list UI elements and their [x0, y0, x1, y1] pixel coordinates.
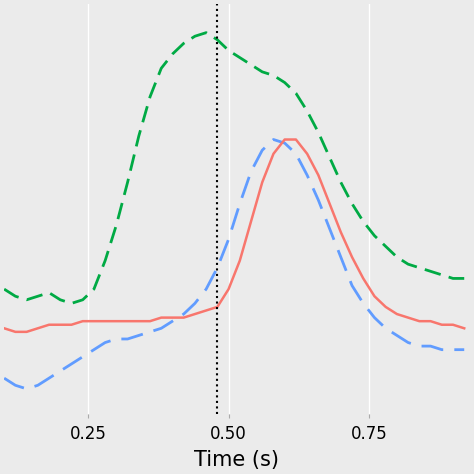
X-axis label: Time (s): Time (s) — [194, 450, 280, 470]
